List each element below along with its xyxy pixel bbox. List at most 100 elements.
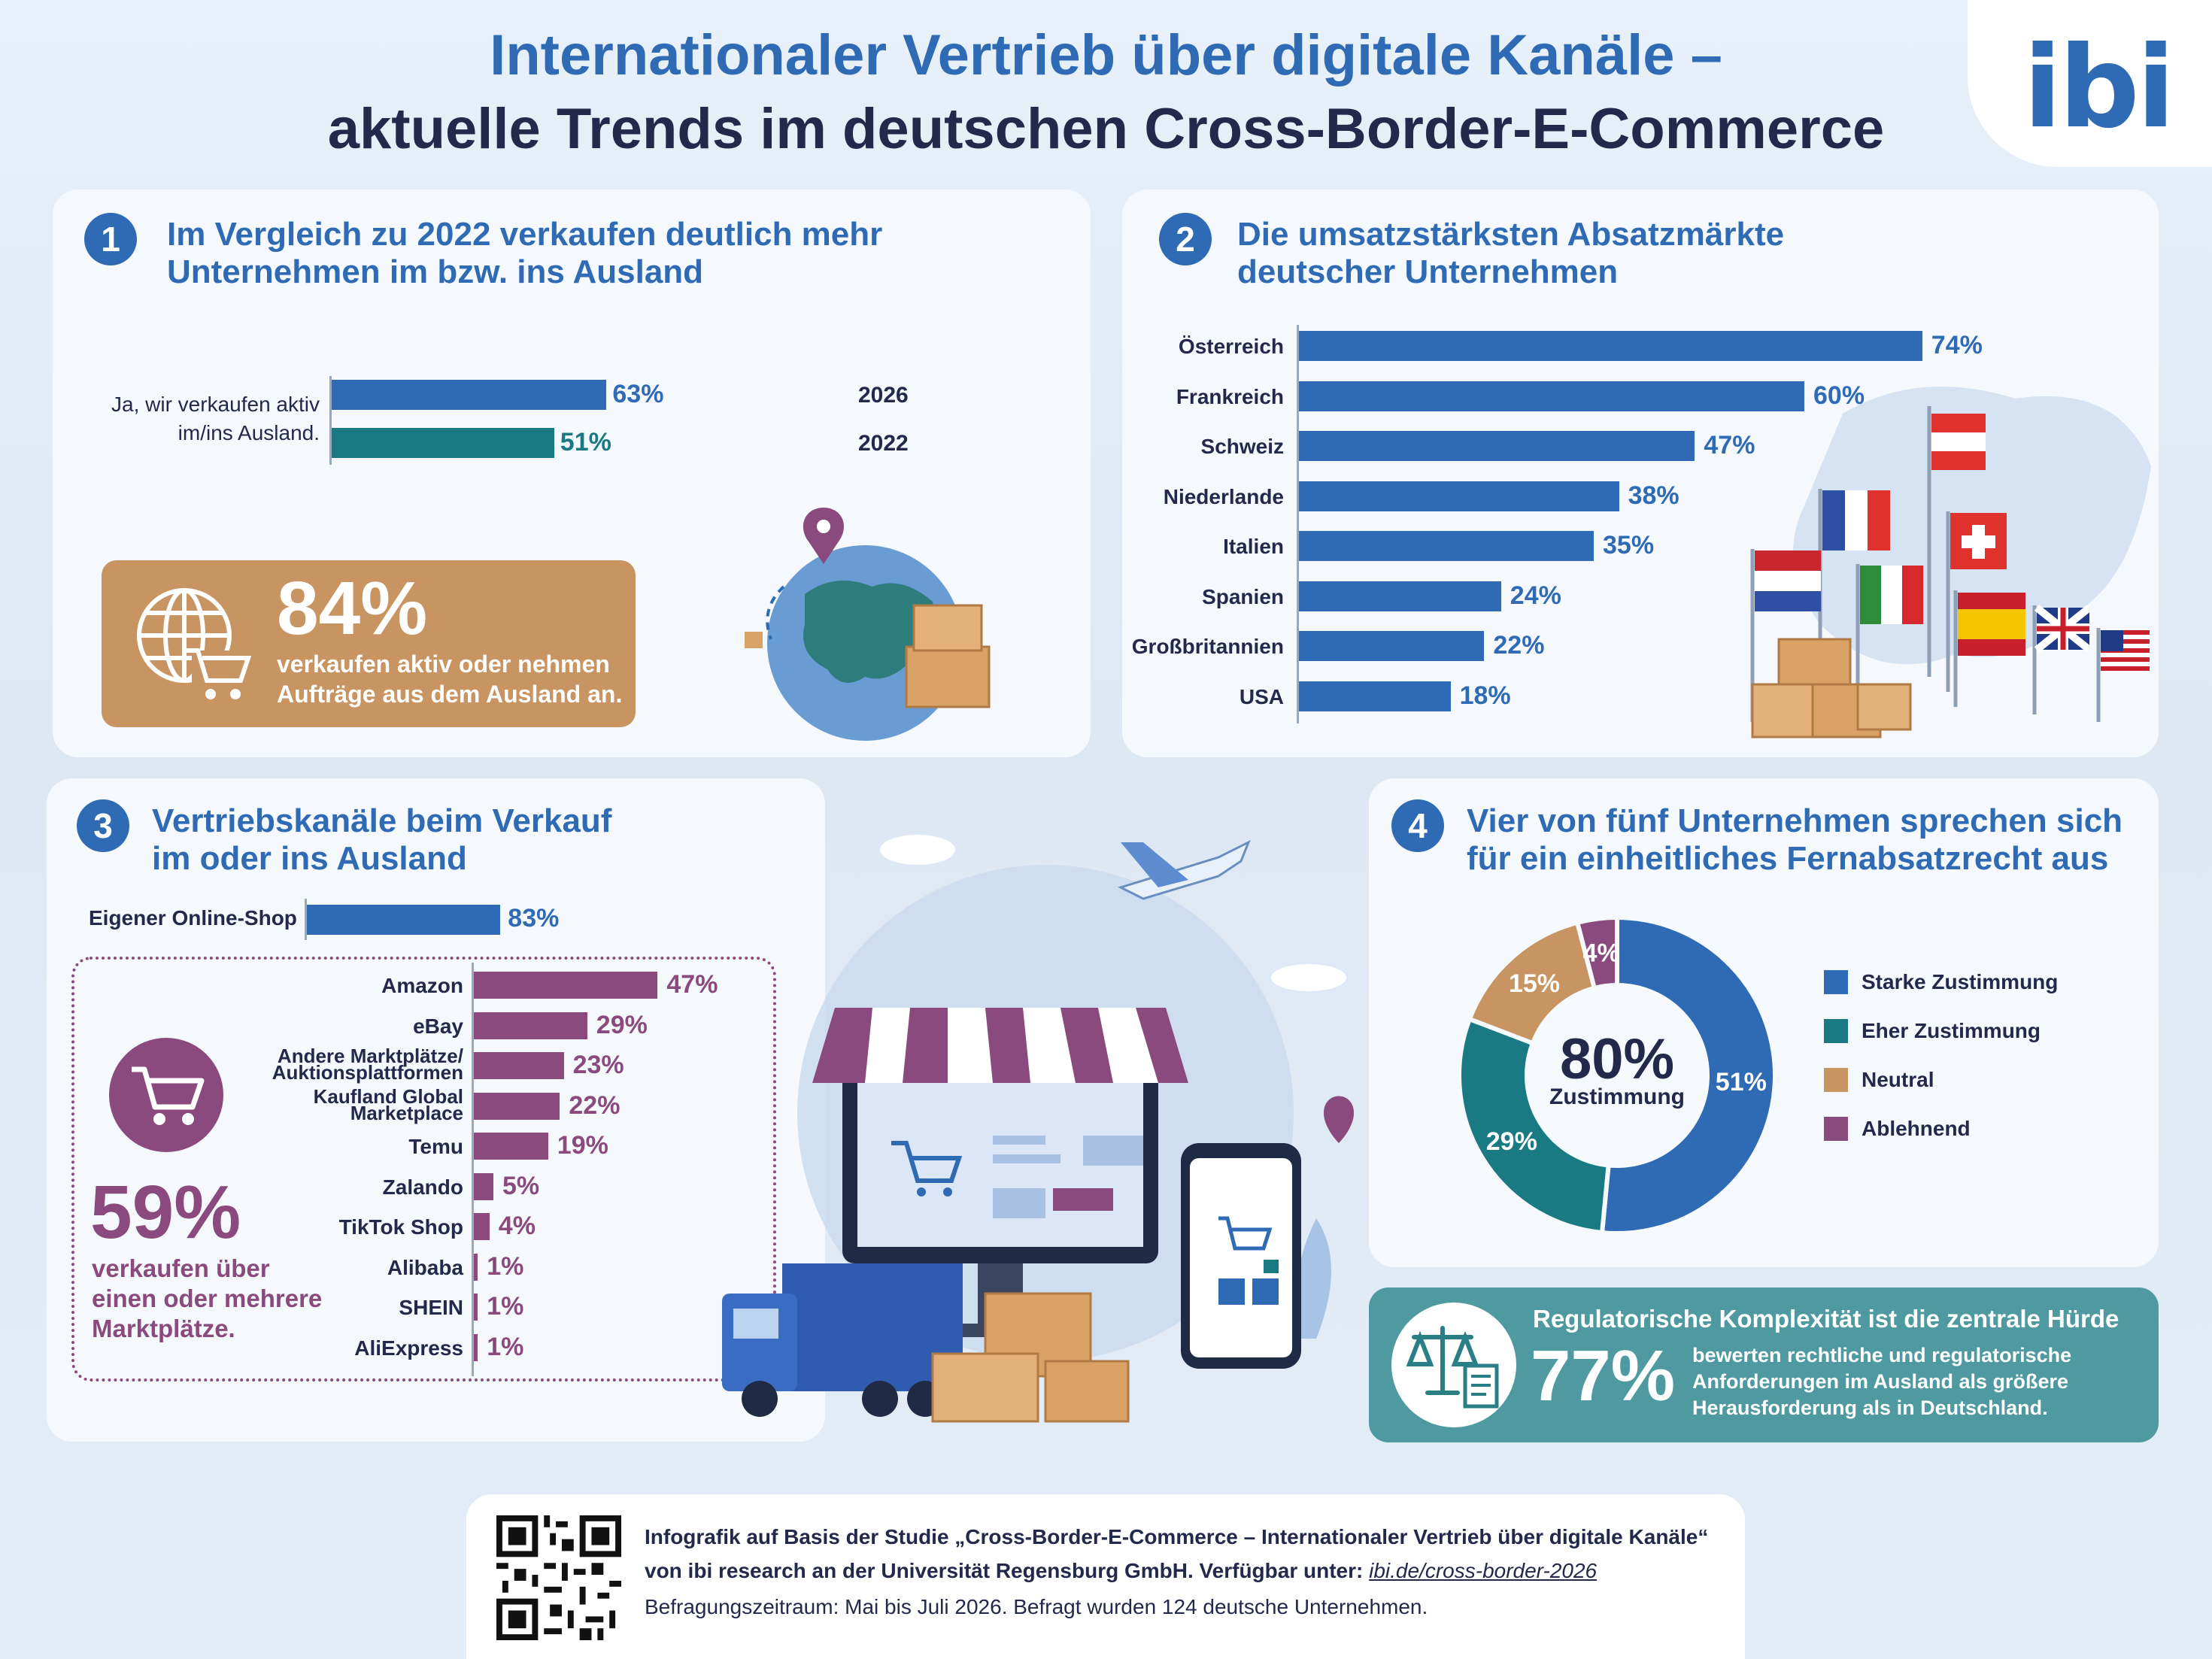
- own-shop-bar: [307, 905, 501, 935]
- bar-value-2022: 51%: [560, 428, 611, 456]
- section1-title-line1: Im Vergleich zu 2022 verkaufen deutlich …: [167, 216, 883, 253]
- shopping-cart-icon: [132, 1066, 205, 1125]
- market-value: 38%: [1628, 481, 1679, 510]
- logo-container: [1968, 0, 2212, 167]
- regulatory-text-line3: Herausforderung als in Deutschland.: [1692, 1397, 2048, 1419]
- market-value: 47%: [1704, 431, 1755, 459]
- marketplace-label: Amazon: [381, 974, 463, 997]
- section3-number: 3: [77, 799, 129, 852]
- marketplace-value: 1%: [487, 1292, 524, 1321]
- marketplace-bar: [474, 1333, 478, 1361]
- section1-bar-label-line2: im/ins Ausland.: [178, 421, 320, 444]
- regulatory-heading: Regulatorische Komplexität ist die zentr…: [1533, 1305, 2119, 1333]
- marketplace-value: 22%: [569, 1090, 621, 1120]
- market-label: Großbritannien: [1131, 635, 1284, 658]
- market-label: Österreich: [1178, 335, 1284, 358]
- marketplace-bar: [474, 972, 658, 999]
- market-bar: [1299, 581, 1501, 611]
- donut-value-label: 29%: [1486, 1127, 1537, 1156]
- marketplace-bar: [474, 1011, 587, 1039]
- donut-value-label: 15%: [1509, 969, 1560, 998]
- marketplace-value: 47%: [666, 970, 718, 999]
- marketplace-value: 29%: [596, 1010, 648, 1039]
- market-label: Schweiz: [1200, 435, 1284, 458]
- marketplace-value: 5%: [502, 1171, 540, 1200]
- regulatory-text-line2: Anforderungen im Ausland als größere: [1692, 1370, 2069, 1393]
- section1-axis-line: [329, 376, 332, 465]
- market-bar: [1299, 631, 1485, 661]
- marketplace-label: TikTok Shop: [338, 1215, 463, 1239]
- globe-illustration: [745, 508, 991, 741]
- market-bar: [1299, 431, 1695, 461]
- section4-donut-chart: 51% 29% 15% 4%: [1457, 914, 1777, 1236]
- section4-title-line2: für ein einheitliches Fernabsatzrecht au…: [1467, 840, 2109, 877]
- legend-label: Neutral: [1862, 1068, 1934, 1091]
- marketplace-bar: [474, 1213, 490, 1240]
- section1-number: 1: [84, 213, 137, 265]
- market-value: 24%: [1510, 581, 1561, 610]
- section1-callout: [102, 560, 636, 727]
- marketplace-text-line1: verkaufen über: [92, 1254, 270, 1282]
- donut-slice-starke-zustimmung: [1599, 914, 1777, 1236]
- footer-line3: Befragungszeitraum: Mai bis Juli 2026. B…: [645, 1595, 1428, 1618]
- marketplace-value: 1%: [487, 1332, 524, 1361]
- section1-bars: 63% 2026 51% 2022: [332, 380, 909, 463]
- marketplace-bar: [474, 1052, 564, 1079]
- legend-swatch: [1824, 1019, 1848, 1043]
- section4-number: 4: [1391, 799, 1444, 852]
- marketplace-cart-circle: [109, 1038, 223, 1152]
- section3-own-shop-chart: Eigener Online-Shop 83%: [68, 899, 790, 944]
- market-bar: [1299, 331, 1922, 361]
- qr-code-icon[interactable]: [496, 1515, 621, 1640]
- legend-swatch: [1824, 970, 1848, 994]
- market-bar: [1299, 381, 1804, 411]
- section4-legend: Starke Zustimmung Eher Zustimmung Neutral A…: [1824, 970, 2140, 1166]
- own-shop-axis: [305, 899, 307, 940]
- market-value: 35%: [1603, 531, 1655, 560]
- section1-callout-text-line2: Aufträge aus dem Ausland an.: [277, 681, 623, 708]
- marketplace-value: 4%: [498, 1212, 536, 1240]
- marketplace-value: 59%: [90, 1170, 241, 1254]
- online-shop-illustration: [722, 835, 1354, 1423]
- donut-value-label: 4%: [1583, 939, 1620, 967]
- section2-chart: Österreich 74% Frankreich 60% Schweiz 47% Nied…: [1128, 325, 2031, 723]
- footer-link[interactable]: ibi.de/cross-border-2026: [1369, 1559, 1598, 1582]
- marketplace-bar: [474, 1172, 493, 1200]
- market-value: 60%: [1813, 381, 1865, 410]
- regulatory-text-line1: bewerten rechtliche und regulatorische: [1692, 1344, 2072, 1366]
- market-bar: [1299, 531, 1594, 561]
- donut-center-label: Zustimmung: [1549, 1084, 1685, 1109]
- market-bar: [1299, 481, 1619, 511]
- marketplace-label: Temu: [408, 1135, 463, 1158]
- section3-marketplaces-chart: Amazon 47% eBay 29% Andere Marktplätze/Aukti…: [248, 963, 775, 1376]
- section3-title-line1: Vertriebskanäle beim Verkauf: [152, 802, 612, 839]
- marketplaces-axis: [472, 963, 474, 1376]
- section2-title-line1: Die umsatzstärksten Absatzmärkte: [1237, 216, 1785, 253]
- marketplace-bar: [474, 1133, 548, 1160]
- footer-line2-prefix: von ibi research an der Universität Rege…: [645, 1559, 1370, 1582]
- market-value: 18%: [1459, 681, 1511, 710]
- section1-callout-text-line1: verkaufen aktiv oder nehmen: [277, 651, 610, 678]
- section3-title-line2: im oder ins Ausland: [152, 840, 467, 877]
- market-value: 74%: [1931, 331, 1983, 359]
- market-label: Niederlande: [1163, 484, 1284, 508]
- regulatory-value: 77%: [1531, 1336, 1676, 1416]
- marketplace-label: Auktionsplattformen: [272, 1061, 463, 1084]
- marketplace-bar: [474, 1253, 478, 1281]
- market-label: Frankreich: [1176, 384, 1284, 408]
- marketplace-value: 1%: [487, 1251, 524, 1281]
- market-bar: [1299, 681, 1451, 711]
- marketplace-value: 19%: [557, 1131, 608, 1160]
- footer-line2: von ibi research an der Universität Rege…: [645, 1559, 1597, 1583]
- legend-label: Eher Zustimmung: [1862, 1019, 2041, 1042]
- legend-label: Starke Zustimmung: [1862, 970, 2059, 993]
- own-shop-label: Eigener Online-Shop: [89, 906, 297, 930]
- marketplace-label: AliExpress: [354, 1336, 463, 1360]
- own-shop-value: 83%: [508, 904, 560, 933]
- globe-cart-icon: [137, 588, 252, 699]
- market-label: Italien: [1223, 535, 1284, 558]
- legend-swatch: [1824, 1068, 1848, 1092]
- marketplace-bar: [474, 1092, 560, 1120]
- donut-slice-eher-zustimmung: [1457, 1016, 1611, 1236]
- legend-label: Ablehnend: [1862, 1117, 1971, 1140]
